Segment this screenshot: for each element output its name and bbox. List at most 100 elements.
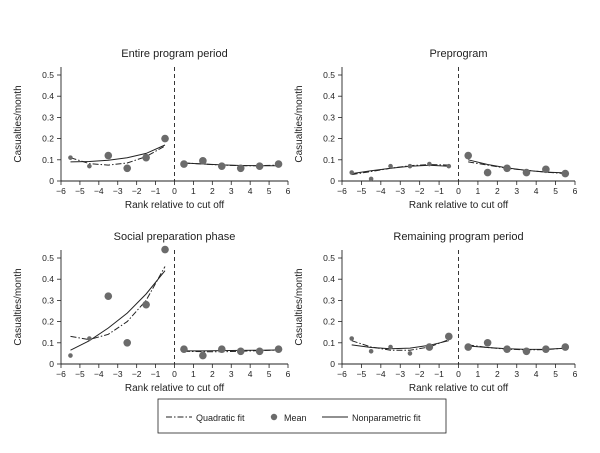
mean-point [407, 163, 413, 169]
mean-point [444, 332, 453, 341]
x-tick-label: −5 [357, 369, 367, 379]
x-tick-label: −5 [75, 186, 85, 196]
y-axis-label: Casualties/month [13, 268, 24, 345]
x-tick-label: 2 [495, 186, 500, 196]
y-axis-label: Casualties/month [13, 85, 24, 162]
quadratic-fit-left [351, 163, 449, 176]
x-tick-label: −1 [434, 186, 444, 196]
quadratic-fit-right [468, 344, 566, 351]
x-tick-label: 0 [456, 369, 461, 379]
mean-point [349, 170, 355, 175]
y-tick-label: 0.2 [42, 317, 54, 327]
mean-point [255, 162, 264, 170]
mean-point [180, 345, 188, 353]
mean-point [161, 245, 169, 254]
y-tick-label: 0 [330, 176, 335, 186]
x-tick-label: 2 [210, 186, 215, 196]
mean-point [503, 345, 511, 353]
panel-title: Social preparation phase [114, 231, 236, 243]
mean-point [561, 169, 570, 178]
legend-quadratic-label: Quadratic fit [196, 413, 245, 423]
mean-point [123, 339, 132, 347]
nonparametric-fit-right [468, 159, 566, 174]
y-tick-label: 0.1 [42, 155, 54, 165]
x-tick-label: 0 [456, 186, 461, 196]
quadratic-fit-right [183, 349, 279, 353]
x-tick-label: −6 [337, 369, 347, 379]
x-tick-label: −2 [415, 369, 425, 379]
mean-point [255, 347, 264, 356]
x-tick-label: −4 [376, 369, 386, 379]
y-tick-label: 0.2 [323, 134, 335, 144]
mean-point [68, 353, 73, 358]
x-tick-label: −6 [56, 369, 66, 379]
quadratic-fit-left [70, 145, 166, 166]
y-axis-label: Casualties/month [294, 268, 305, 345]
x-tick-label: 5 [553, 369, 558, 379]
x-tick-label: −3 [395, 369, 405, 379]
mean-point [217, 345, 226, 353]
y-tick-label: 0.3 [42, 112, 54, 122]
legend-box [157, 398, 447, 434]
x-tick-label: 1 [191, 369, 196, 379]
y-axis-label: Casualties/month [294, 85, 305, 162]
x-tick-label: 2 [495, 369, 500, 379]
panel-title: Entire program period [121, 48, 227, 60]
x-tick-label: 1 [476, 186, 481, 196]
y-tick-label: 0.5 [42, 70, 54, 80]
x-tick-label: −6 [56, 186, 66, 196]
mean-point [199, 351, 207, 360]
x-tick-label: 6 [286, 186, 291, 196]
x-tick-label: 3 [229, 186, 234, 196]
x-tick-label: −4 [94, 369, 104, 379]
mean-point [483, 339, 492, 347]
mean-point [446, 163, 452, 169]
mean-point [104, 151, 113, 160]
y-tick-label: 0.4 [323, 274, 335, 284]
legend: Quadratic fit Mean Nonparametric fit [157, 398, 447, 434]
y-tick-label: 0.3 [42, 295, 54, 305]
y-tick-label: 0.5 [323, 70, 335, 80]
mean-point [123, 164, 132, 173]
mean-point [236, 164, 245, 173]
x-tick-label: 6 [573, 369, 578, 379]
x-axis-label: Rank relative to cut off [409, 383, 509, 394]
quadratic-fit-right [183, 162, 279, 167]
y-tick-label: 0.1 [42, 338, 54, 348]
mean-point [464, 343, 473, 351]
y-tick-label: 0.2 [42, 134, 54, 144]
mean-point [161, 134, 169, 143]
quadratic-fit-left [70, 266, 166, 341]
y-tick-label: 0.3 [323, 295, 335, 305]
mean-point [388, 344, 393, 350]
mean-point [87, 336, 92, 341]
panel-title: Remaining program period [393, 231, 523, 243]
x-tick-label: 4 [248, 186, 253, 196]
mean-point [104, 292, 113, 300]
y-tick-label: 0.2 [323, 317, 335, 327]
mean-point [464, 151, 473, 160]
x-tick-label: −3 [113, 186, 123, 196]
mean-point [349, 336, 355, 341]
x-tick-label: −1 [434, 369, 444, 379]
x-tick-label: 3 [229, 369, 234, 379]
legend-mean-marker [270, 413, 278, 421]
y-tick-label: 0.1 [323, 155, 335, 165]
chart-panel-1: Entire program period00.10.20.30.40.5−6−… [13, 48, 291, 211]
mean-point [427, 161, 432, 167]
nonparametric-fit-left [70, 270, 166, 351]
x-tick-label: 6 [286, 369, 291, 379]
y-tick-label: 0.4 [323, 91, 335, 101]
mean-point [425, 343, 434, 351]
chart-panel-4: Remaining program period 0 0.1 0.2 0.3 0.4 0.5… [294, 231, 578, 394]
x-axis-label: Rank relative to cut off [125, 383, 225, 394]
x-tick-label: 0 [172, 369, 177, 379]
x-tick-label: −3 [395, 186, 405, 196]
y-tick-label: 0 [49, 359, 54, 369]
panels: Entire program period00.10.20.30.40.5−6−… [13, 48, 578, 394]
mean-point [180, 160, 188, 168]
mean-point [142, 300, 150, 309]
mean-point [503, 164, 511, 173]
legend-mean-label: Mean [284, 413, 307, 423]
